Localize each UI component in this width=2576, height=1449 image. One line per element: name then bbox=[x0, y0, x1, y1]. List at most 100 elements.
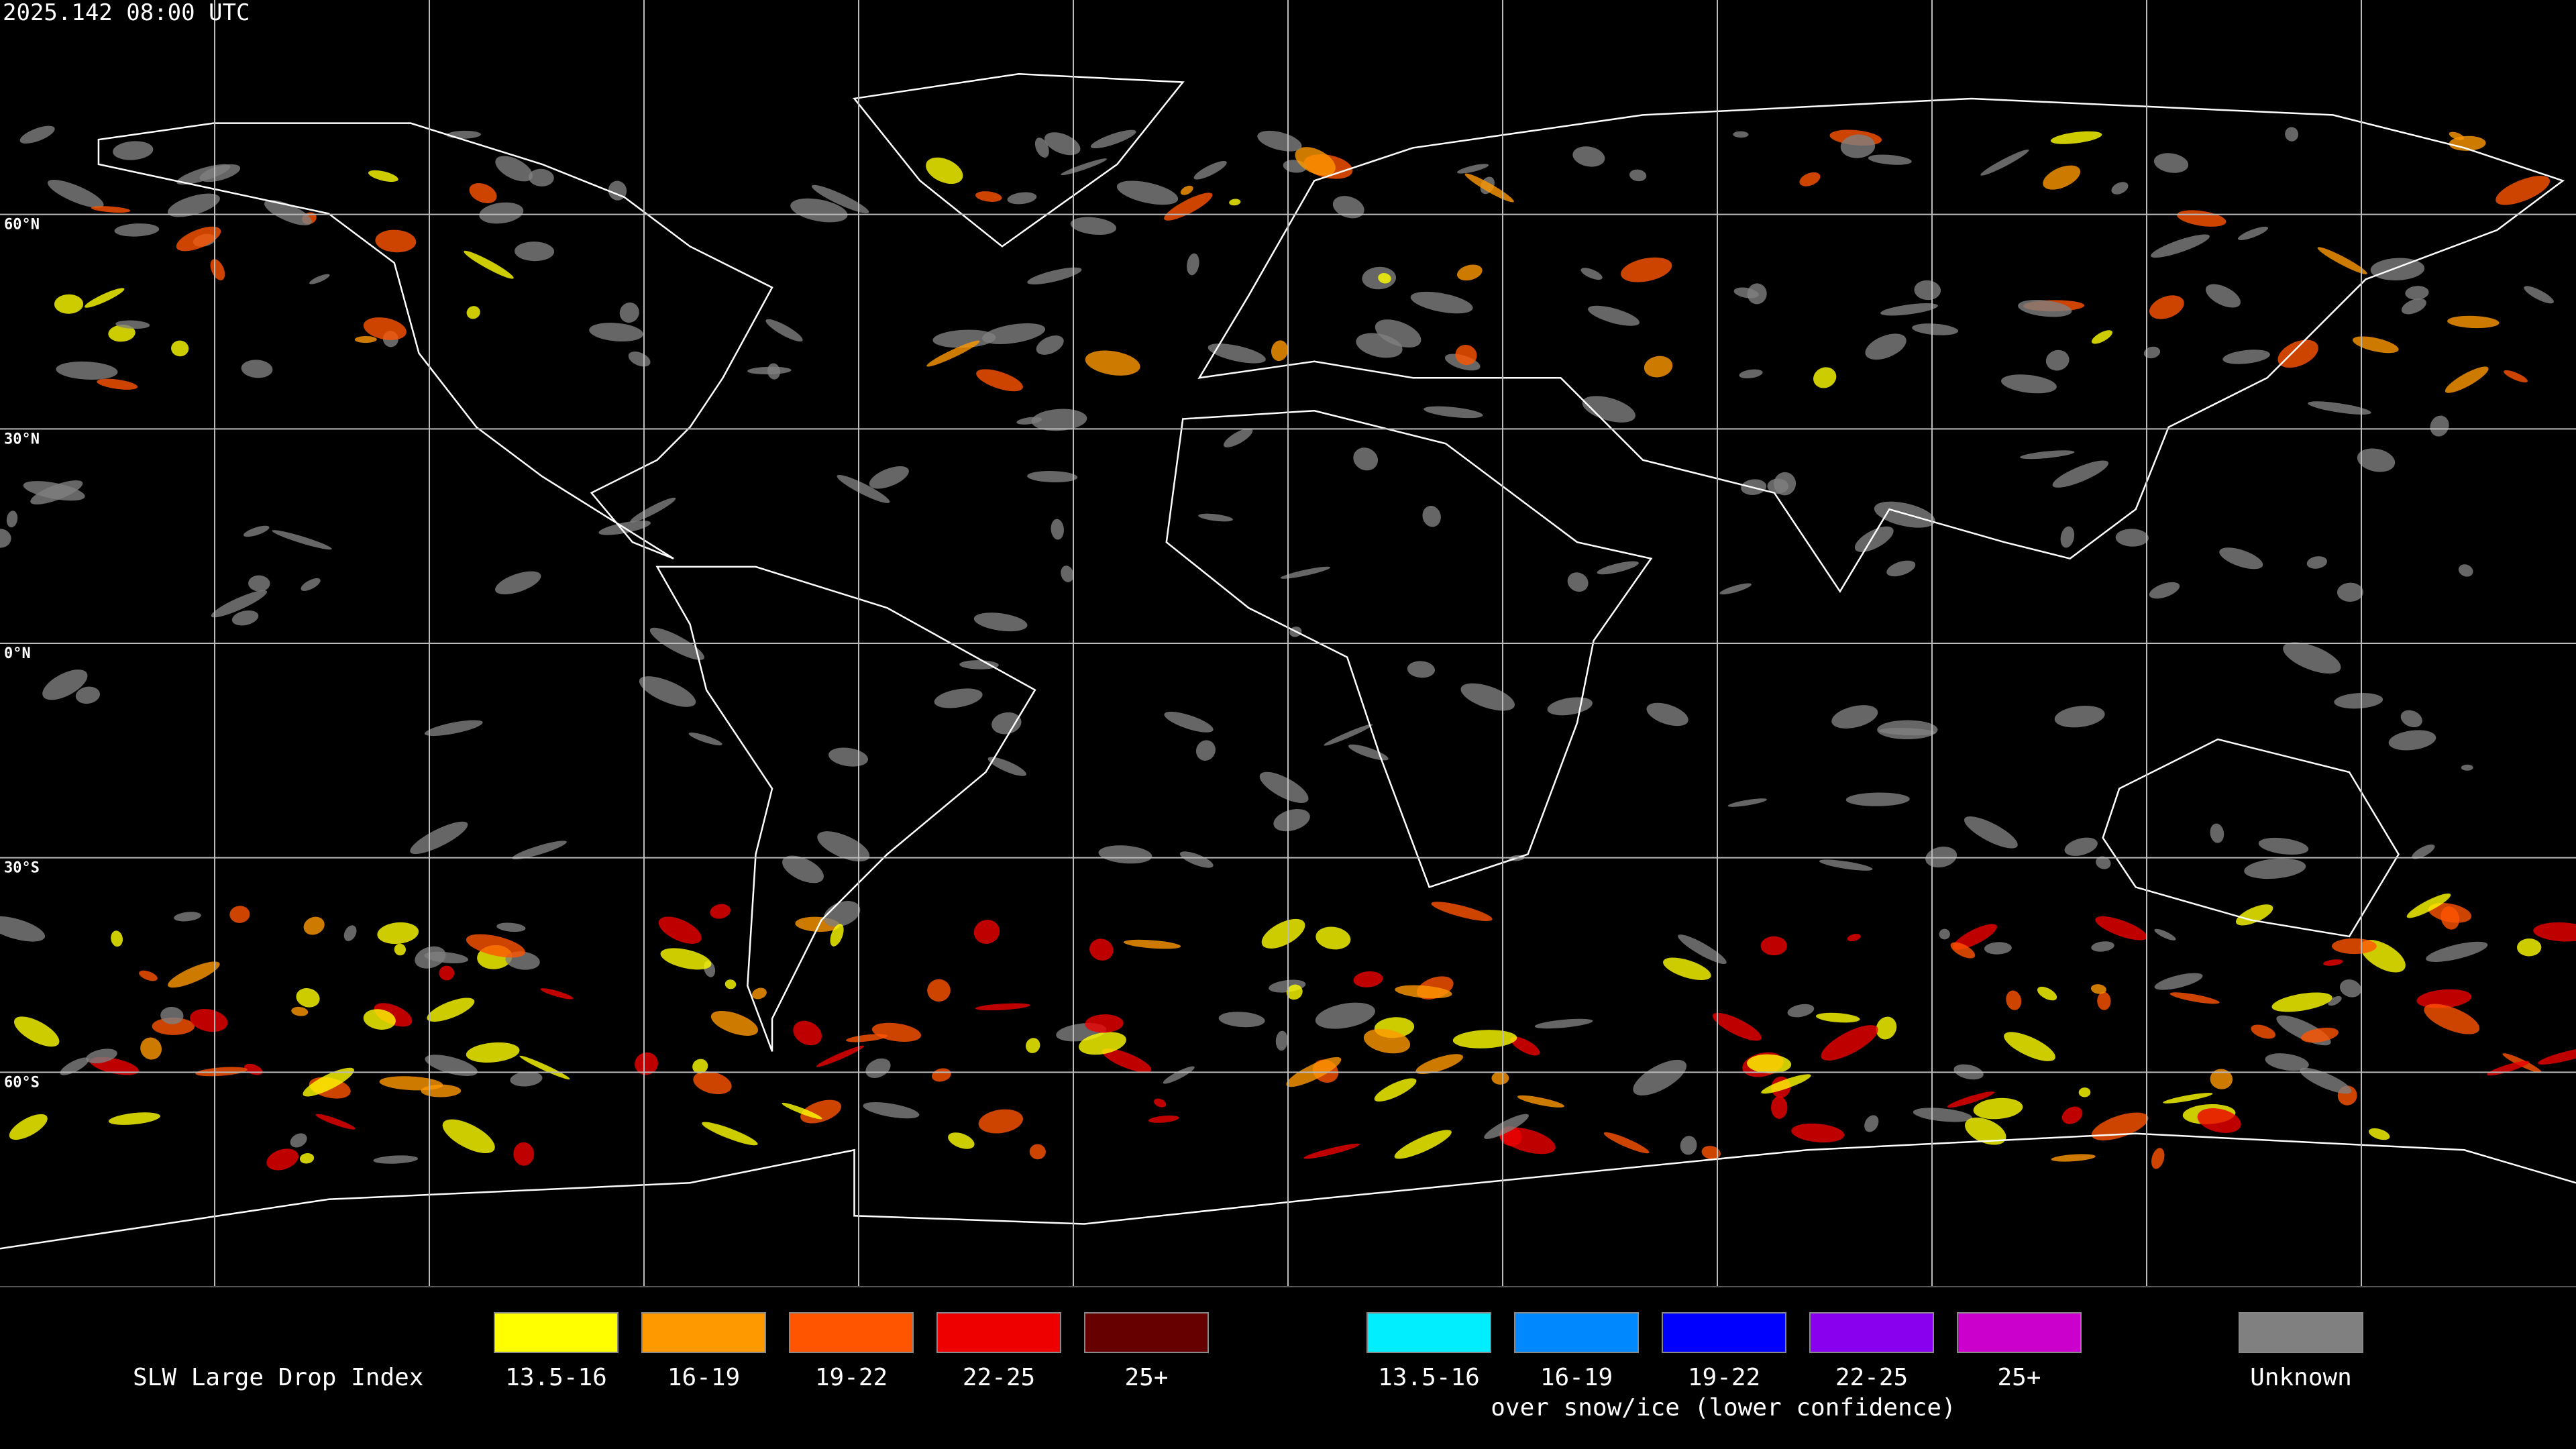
cloud-patch bbox=[1315, 1002, 1375, 1029]
cloud-patch bbox=[1727, 798, 1767, 807]
legend-swatch bbox=[1809, 1312, 1934, 1353]
cloud-patch bbox=[1410, 291, 1473, 314]
legend-swatch bbox=[2239, 1312, 2363, 1353]
cloud-patch bbox=[816, 1045, 865, 1067]
legend-label: 22-25 bbox=[963, 1364, 1035, 1391]
cloud-patch bbox=[869, 466, 909, 489]
cloud-patch bbox=[1363, 1028, 1411, 1054]
cloud-patch bbox=[0, 529, 11, 548]
cloud-patch bbox=[2111, 182, 2129, 195]
cloud-patch bbox=[1567, 572, 1589, 592]
cloud-patch bbox=[1027, 471, 1078, 483]
cloud-patch bbox=[2332, 938, 2377, 955]
cloud-patch bbox=[2406, 893, 2451, 918]
cloud-patch bbox=[176, 226, 221, 252]
cloud-patch bbox=[2078, 1087, 2091, 1097]
cloud-patch bbox=[2370, 258, 2425, 281]
cloud-patch bbox=[1865, 333, 1907, 360]
cloud-patch bbox=[469, 182, 497, 203]
cloud-patch bbox=[2306, 556, 2327, 569]
cloud-patch bbox=[1460, 683, 1515, 711]
cloud-patch bbox=[619, 302, 639, 323]
cloud-patch bbox=[424, 720, 483, 737]
cloud-patch bbox=[1395, 985, 1452, 999]
cloud-patch bbox=[299, 1152, 315, 1164]
cloud-patch bbox=[2533, 922, 2576, 942]
cloud-patch bbox=[2091, 330, 2112, 344]
cloud-patch bbox=[1079, 1032, 1126, 1055]
cloud-patch bbox=[1510, 1036, 1540, 1056]
cloud-patch bbox=[1733, 131, 1749, 138]
cloud-patch bbox=[765, 319, 803, 342]
cloud-patch bbox=[2447, 315, 2500, 329]
cloud-patch bbox=[2051, 1154, 2096, 1162]
legend-label: 25+ bbox=[1124, 1364, 1168, 1391]
cloud-patch bbox=[410, 821, 468, 855]
cloud-patch bbox=[1831, 705, 1878, 729]
cloud-patch bbox=[1854, 526, 1894, 552]
cloud-patch bbox=[948, 1132, 975, 1149]
cloud-patch bbox=[2163, 1092, 2213, 1104]
cloud-patch bbox=[846, 1034, 888, 1042]
cloud-patch bbox=[1457, 164, 1489, 174]
cloud-field bbox=[0, 125, 2576, 1171]
cloud-patch bbox=[315, 1114, 356, 1130]
cloud-patch bbox=[30, 480, 83, 504]
cloud-patch bbox=[2052, 460, 2109, 488]
cloud-patch bbox=[466, 1042, 520, 1063]
cloud-patch bbox=[2449, 131, 2465, 140]
cloud-patch bbox=[1455, 345, 1477, 366]
cloud-patch bbox=[266, 1148, 299, 1171]
cloud-patch bbox=[2445, 366, 2489, 393]
cloud-patch bbox=[85, 1049, 117, 1064]
cloud-patch bbox=[47, 179, 104, 208]
cloud-patch bbox=[2061, 1106, 2083, 1124]
cloud-patch bbox=[115, 320, 150, 329]
cloud-patch bbox=[519, 1055, 570, 1080]
cloud-patch bbox=[2238, 226, 2268, 240]
cloud-patch bbox=[1286, 984, 1303, 1000]
cloud-patch bbox=[2524, 286, 2554, 304]
cloud-patch bbox=[1633, 1059, 1687, 1095]
cloud-patch bbox=[1163, 1066, 1195, 1084]
cloud-patch bbox=[1952, 924, 1997, 950]
north-america bbox=[99, 123, 772, 559]
cloud-patch bbox=[1324, 724, 1373, 746]
cloud-patch bbox=[1070, 217, 1117, 235]
cloud-patch bbox=[1984, 942, 2012, 955]
eurasia bbox=[1199, 99, 2563, 592]
cloud-patch bbox=[2235, 904, 2273, 926]
cloud-patch bbox=[363, 317, 407, 340]
cloud-patch bbox=[1353, 971, 1383, 987]
cloud-patch bbox=[1295, 147, 1336, 176]
legend: SLW Large Drop Index 13.5-16 16-19 19-22 22-… bbox=[133, 1312, 2363, 1421]
cloud-patch bbox=[2405, 286, 2429, 300]
cloud-patch bbox=[2090, 984, 2106, 994]
cloud-patch bbox=[710, 1010, 759, 1036]
cloud-patch bbox=[1678, 934, 1727, 964]
cloud-patch bbox=[2043, 165, 2081, 190]
cloud-patch bbox=[1582, 396, 1635, 423]
cloud-patch bbox=[1925, 847, 1957, 868]
cloud-patch bbox=[1332, 196, 1364, 219]
cloud-patch bbox=[2219, 547, 2263, 570]
cloud-patch bbox=[512, 841, 567, 860]
legend-swatch bbox=[1957, 1312, 2082, 1353]
cloud-patch bbox=[1089, 938, 1114, 961]
cloud-patch bbox=[959, 660, 999, 669]
cloud-patch bbox=[1939, 928, 1950, 940]
coastlines bbox=[0, 74, 2576, 1248]
cloud-patch bbox=[442, 1119, 495, 1154]
cloud-patch bbox=[2283, 642, 2341, 674]
cloud-patch bbox=[926, 157, 963, 184]
cloud-patch bbox=[782, 855, 824, 883]
cloud-patch bbox=[114, 223, 160, 237]
graticule: 60°N 30°N 0°N 30°S 60°S bbox=[0, 0, 2576, 1287]
cloud-patch bbox=[1027, 267, 1082, 285]
cloud-patch bbox=[1261, 918, 1305, 949]
cloud-patch bbox=[479, 202, 524, 224]
cloud-patch bbox=[464, 250, 514, 279]
cloud-patch bbox=[1588, 305, 1640, 326]
cloud-patch bbox=[495, 571, 541, 595]
